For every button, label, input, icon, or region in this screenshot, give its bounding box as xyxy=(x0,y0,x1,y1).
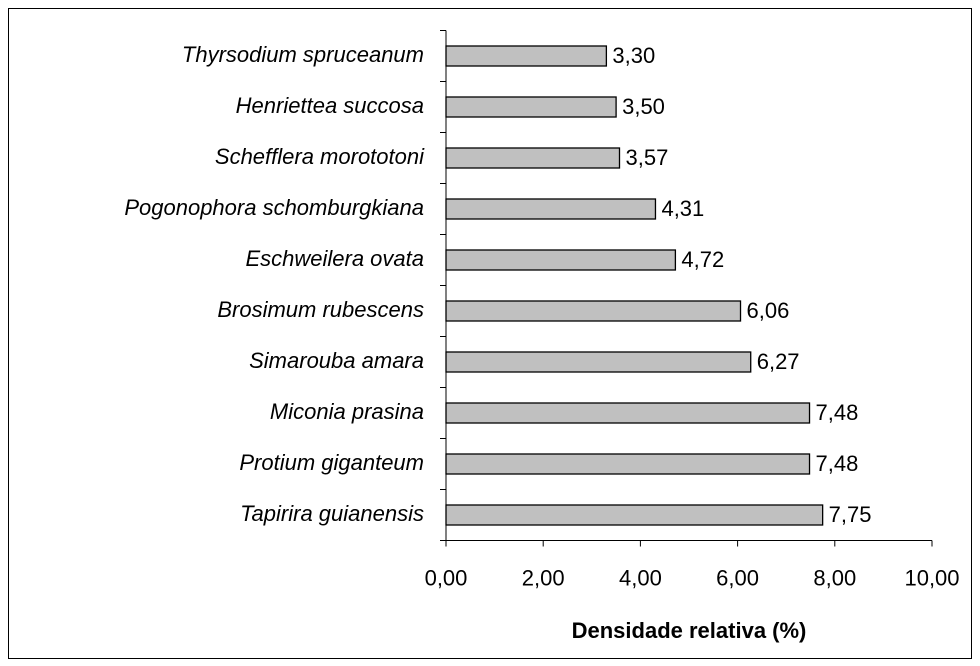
y-tick-label: Eschweilera ovata xyxy=(245,246,424,271)
data-label: 3,50 xyxy=(622,94,665,119)
bar xyxy=(445,249,677,271)
data-label: 7,48 xyxy=(816,451,859,476)
bar xyxy=(445,147,621,169)
data-label: 6,27 xyxy=(757,349,800,374)
x-axis-label: Densidade relativa (%) xyxy=(572,618,807,643)
data-label: 6,06 xyxy=(747,298,790,323)
data-label: 3,30 xyxy=(612,43,655,68)
x-tick-label: 8,00 xyxy=(813,565,856,590)
bar xyxy=(445,504,824,526)
y-tick-label: Miconia prasina xyxy=(270,399,424,424)
bar xyxy=(445,96,617,118)
y-tick-label: Pogonophora schomburgkiana xyxy=(124,195,424,220)
y-tick-label: Brosimum rubescens xyxy=(217,297,424,322)
bar xyxy=(445,198,657,220)
y-tick-label: Schefflera morototoni xyxy=(215,144,425,169)
bar xyxy=(445,300,742,322)
data-label: 4,31 xyxy=(661,196,704,221)
bar xyxy=(445,402,811,424)
y-tick-label: Simarouba amara xyxy=(249,348,424,373)
bar xyxy=(445,45,608,67)
data-label: 7,75 xyxy=(829,502,872,527)
x-tick-label: 4,00 xyxy=(619,565,662,590)
data-label: 7,48 xyxy=(816,400,859,425)
x-tick-label: 2,00 xyxy=(522,565,565,590)
bar xyxy=(445,351,752,373)
data-label: 3,57 xyxy=(626,145,669,170)
x-tick-label: 6,00 xyxy=(716,565,759,590)
y-tick-label: Henriettea succosa xyxy=(236,93,424,118)
x-tick-label: 10,00 xyxy=(904,565,959,590)
y-tick-label: Thyrsodium spruceanum xyxy=(182,42,424,67)
x-tick-label: 0,00 xyxy=(425,565,468,590)
bar xyxy=(445,453,811,475)
y-tick-label: Tapirira guianensis xyxy=(240,501,424,526)
data-label: 4,72 xyxy=(681,247,724,272)
y-tick-label: Protium giganteum xyxy=(239,450,424,475)
